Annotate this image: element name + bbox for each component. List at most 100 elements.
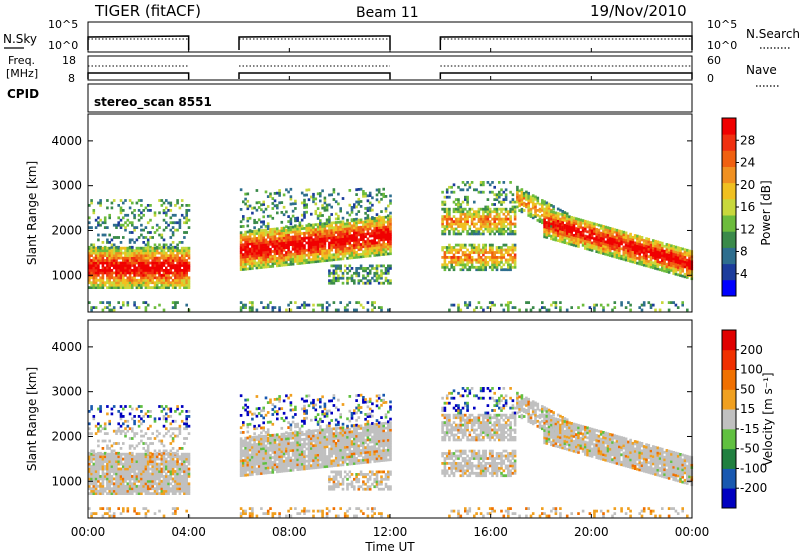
power-cell bbox=[674, 303, 678, 307]
power-cell bbox=[101, 246, 105, 250]
velocity-cell bbox=[135, 465, 139, 468]
power-cell bbox=[343, 225, 347, 228]
power-cell bbox=[294, 207, 297, 210]
power-cell bbox=[642, 249, 646, 252]
power-cell bbox=[178, 256, 182, 260]
nsky-label: N.Sky bbox=[3, 32, 37, 46]
power-cell bbox=[672, 250, 675, 253]
power-cell bbox=[99, 269, 102, 272]
power-cell bbox=[448, 195, 451, 199]
power-cell bbox=[92, 283, 96, 287]
power-cell bbox=[565, 212, 569, 216]
velocity-cell bbox=[97, 484, 100, 488]
power-cell bbox=[158, 271, 161, 275]
power-cell bbox=[289, 258, 293, 261]
power-cell bbox=[92, 281, 96, 285]
power-cell bbox=[373, 224, 376, 228]
power-cell bbox=[310, 223, 313, 227]
velocity-cell bbox=[133, 460, 136, 463]
power-cell bbox=[142, 241, 145, 244]
power-cell bbox=[314, 243, 318, 246]
power-cell bbox=[169, 246, 173, 250]
power-cell bbox=[264, 243, 268, 247]
power-cell bbox=[577, 230, 580, 234]
power-cell bbox=[368, 234, 372, 238]
power-cell bbox=[561, 238, 564, 241]
power-cell bbox=[488, 183, 492, 187]
power-cell bbox=[140, 259, 143, 262]
velocity-cell bbox=[171, 477, 175, 481]
power-cell bbox=[450, 258, 453, 262]
power-cell bbox=[577, 245, 580, 248]
power-cell bbox=[262, 253, 265, 257]
power-cell bbox=[665, 257, 669, 261]
power-cell bbox=[513, 200, 517, 204]
power-cell bbox=[153, 276, 157, 280]
power-cell bbox=[608, 239, 612, 243]
velocity-cell bbox=[117, 482, 120, 486]
power-cell bbox=[627, 249, 630, 253]
velocity-cell bbox=[110, 470, 114, 473]
power-cell bbox=[538, 207, 542, 211]
power-cell bbox=[294, 227, 297, 231]
power-cell bbox=[629, 259, 632, 263]
power-cell bbox=[280, 261, 284, 265]
power-cell bbox=[112, 251, 116, 255]
power-cell bbox=[285, 238, 288, 242]
power-cell bbox=[373, 279, 376, 283]
velocity-cell bbox=[149, 479, 152, 483]
power-cell bbox=[310, 231, 313, 234]
power-cell bbox=[355, 212, 358, 216]
velocity-cell bbox=[167, 455, 170, 459]
power-cell bbox=[543, 223, 546, 226]
velocity-cell bbox=[144, 484, 148, 488]
power-cell bbox=[294, 255, 297, 258]
power-cell bbox=[468, 210, 472, 214]
power-cell bbox=[568, 225, 571, 228]
power-cell bbox=[509, 230, 512, 233]
power-cell bbox=[94, 254, 98, 257]
power-cell bbox=[441, 217, 444, 221]
power-cell bbox=[613, 306, 617, 309]
power-cell bbox=[146, 251, 150, 255]
power-cell bbox=[443, 268, 447, 272]
power-cell bbox=[103, 216, 107, 220]
power-cell bbox=[371, 216, 374, 219]
power-cell bbox=[185, 261, 188, 265]
power-cell bbox=[151, 269, 154, 272]
power-cell bbox=[303, 261, 306, 265]
power-cell bbox=[103, 281, 107, 285]
power-cell bbox=[509, 207, 512, 211]
power-cell bbox=[176, 256, 179, 260]
velocity-cell bbox=[97, 455, 100, 459]
power-cell bbox=[323, 242, 327, 245]
power-cell bbox=[608, 254, 612, 257]
power-cell bbox=[522, 201, 526, 205]
power-cell bbox=[470, 256, 474, 259]
power-cell bbox=[470, 263, 474, 267]
power-cell bbox=[146, 249, 150, 253]
velocity-cell bbox=[88, 451, 91, 455]
power-cell bbox=[149, 204, 152, 207]
velocity-cell bbox=[165, 484, 168, 488]
power-cell bbox=[165, 226, 168, 229]
power-cell bbox=[613, 252, 617, 256]
power-cell bbox=[112, 308, 116, 312]
power-cell bbox=[606, 243, 610, 247]
power-cell bbox=[636, 234, 639, 238]
power-cell bbox=[622, 255, 626, 259]
power-cell bbox=[300, 224, 304, 228]
power-cell bbox=[334, 221, 338, 224]
power-cell bbox=[368, 209, 372, 212]
velocity-cell bbox=[140, 467, 143, 471]
power-cell bbox=[577, 217, 580, 221]
power-cell bbox=[185, 251, 188, 255]
power-cell bbox=[500, 260, 503, 264]
power-cell bbox=[552, 205, 555, 208]
power-cell bbox=[529, 308, 533, 312]
power-cell bbox=[133, 226, 136, 229]
power-cell bbox=[377, 253, 381, 257]
power-cell bbox=[466, 217, 469, 221]
power-cell bbox=[577, 242, 580, 246]
power-cell bbox=[319, 242, 322, 246]
